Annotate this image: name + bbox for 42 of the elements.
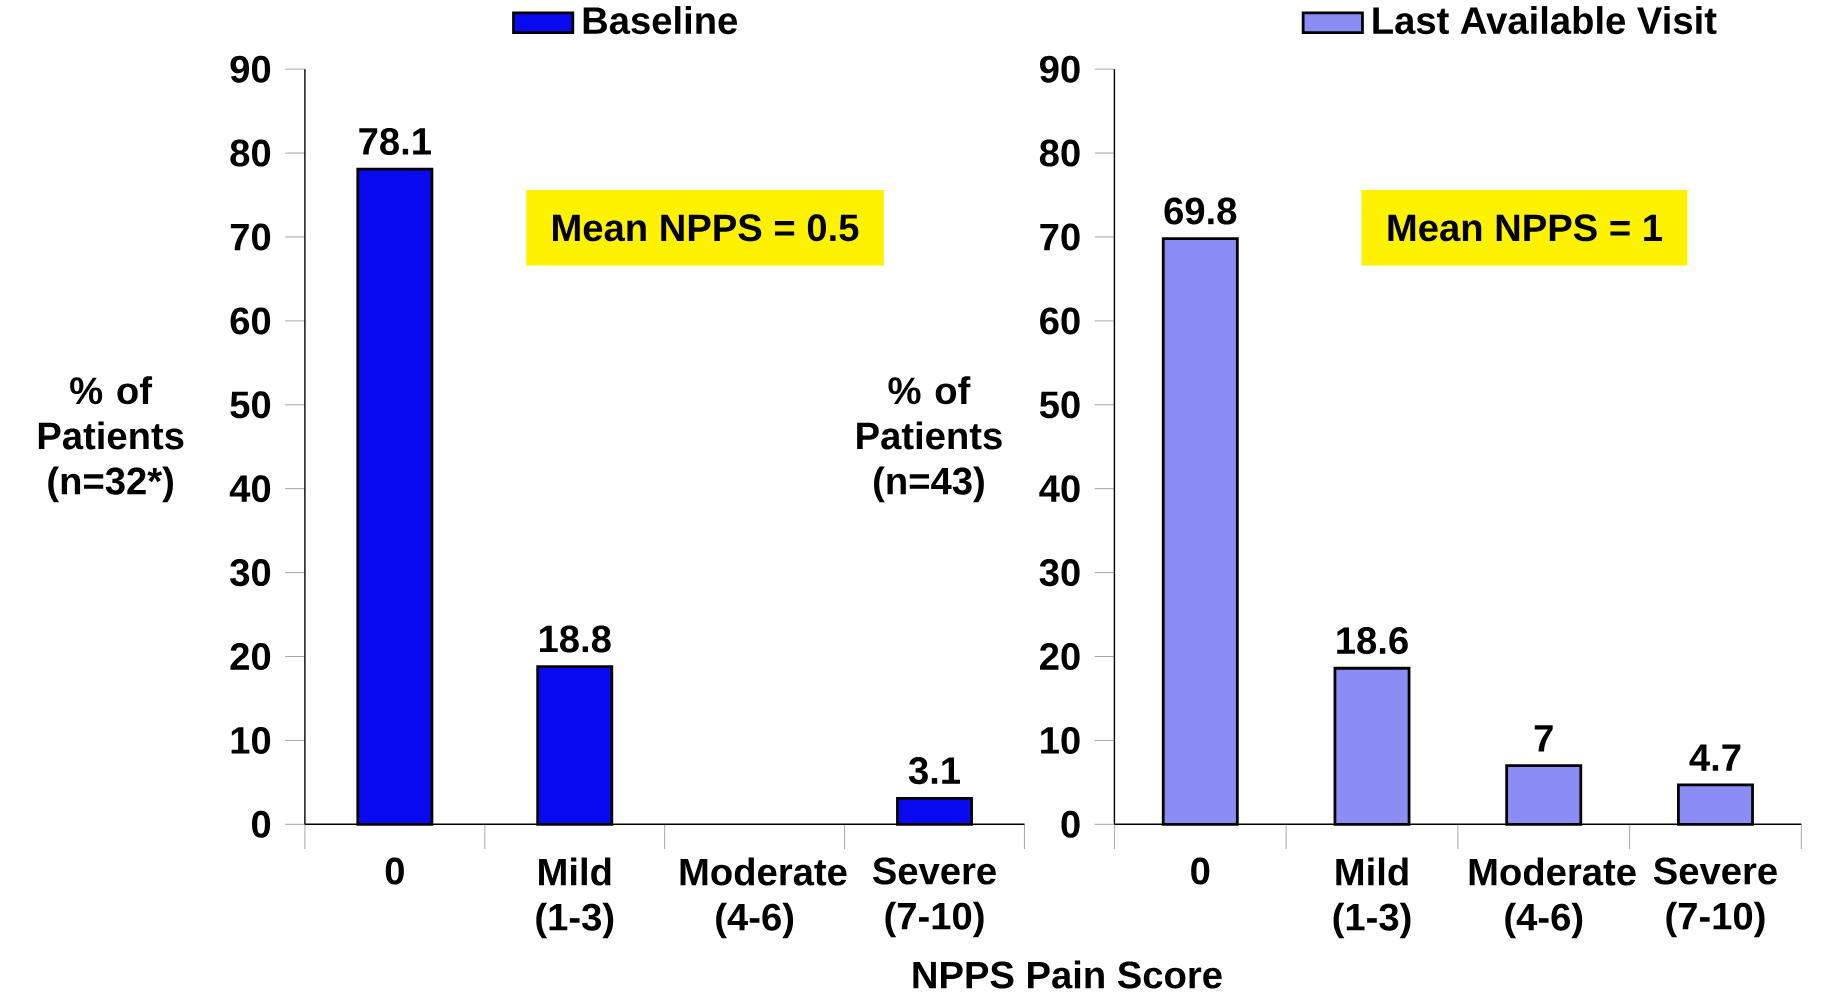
x-tick-label: Moderate (4-6) xyxy=(1469,857,1636,939)
y-tick-label: 40 xyxy=(229,475,271,503)
y-tick-label: 30 xyxy=(1039,558,1080,587)
y-tick-label: 60 xyxy=(230,307,271,335)
x-tick-label: Mild (1-3) xyxy=(1333,857,1411,939)
x-tick-label: Mild (1-3) xyxy=(536,857,614,939)
data-label: 7 xyxy=(1534,725,1553,752)
data-label: 18.8 xyxy=(539,625,611,653)
y-tick-label: 90 xyxy=(230,55,271,83)
y-axis-title: % of Patients (n=32*) xyxy=(38,376,184,503)
y-axis-title: % of Patients (n=43) xyxy=(857,376,1002,503)
y-tick-label: 30 xyxy=(230,558,271,587)
data-label: 18.6 xyxy=(1337,627,1408,655)
y-tick-label: 40 xyxy=(1039,475,1080,503)
annotation: Mean NPPS = 0.5 xyxy=(553,214,859,242)
data-label: 69.8 xyxy=(1164,197,1237,225)
y-tick-label: 90 xyxy=(1040,55,1080,83)
legend-label: Last Available Visit xyxy=(1373,5,1717,35)
x-tick-label: Severe (7-10) xyxy=(1653,857,1777,938)
y-tick-label: 20 xyxy=(1040,642,1080,670)
legend-label: Baseline xyxy=(583,5,738,35)
y-tick-label: 70 xyxy=(230,223,271,251)
annotation: Mean NPPS = 1 xyxy=(1388,214,1662,242)
y-tick-label: 80 xyxy=(1039,139,1080,167)
x-tick-label: Severe (7-10) xyxy=(872,857,996,938)
data-label: 78.1 xyxy=(359,127,431,155)
data-label: 3.1 xyxy=(908,757,960,785)
y-tick-label: 70 xyxy=(1040,223,1080,251)
y-tick-label: 50 xyxy=(230,391,271,419)
y-tick-label: 10 xyxy=(1041,726,1080,754)
y-tick-label: 0 xyxy=(1061,810,1080,838)
y-tick-label: 60 xyxy=(1040,307,1080,335)
x-tick-label: Moderate (4-6) xyxy=(680,857,847,939)
x-tick-label: 0 xyxy=(1191,857,1210,885)
x-tick-label: 0 xyxy=(385,857,404,885)
y-tick-label: 0 xyxy=(251,810,271,838)
data-label: 4.7 xyxy=(1689,744,1741,771)
y-tick-label: 50 xyxy=(1039,391,1080,419)
y-tick-label: 80 xyxy=(230,139,271,167)
y-tick-label: 10 xyxy=(231,726,271,754)
x-axis-title: NPPS Pain Score xyxy=(913,960,1222,989)
y-tick-label: 20 xyxy=(230,642,271,670)
